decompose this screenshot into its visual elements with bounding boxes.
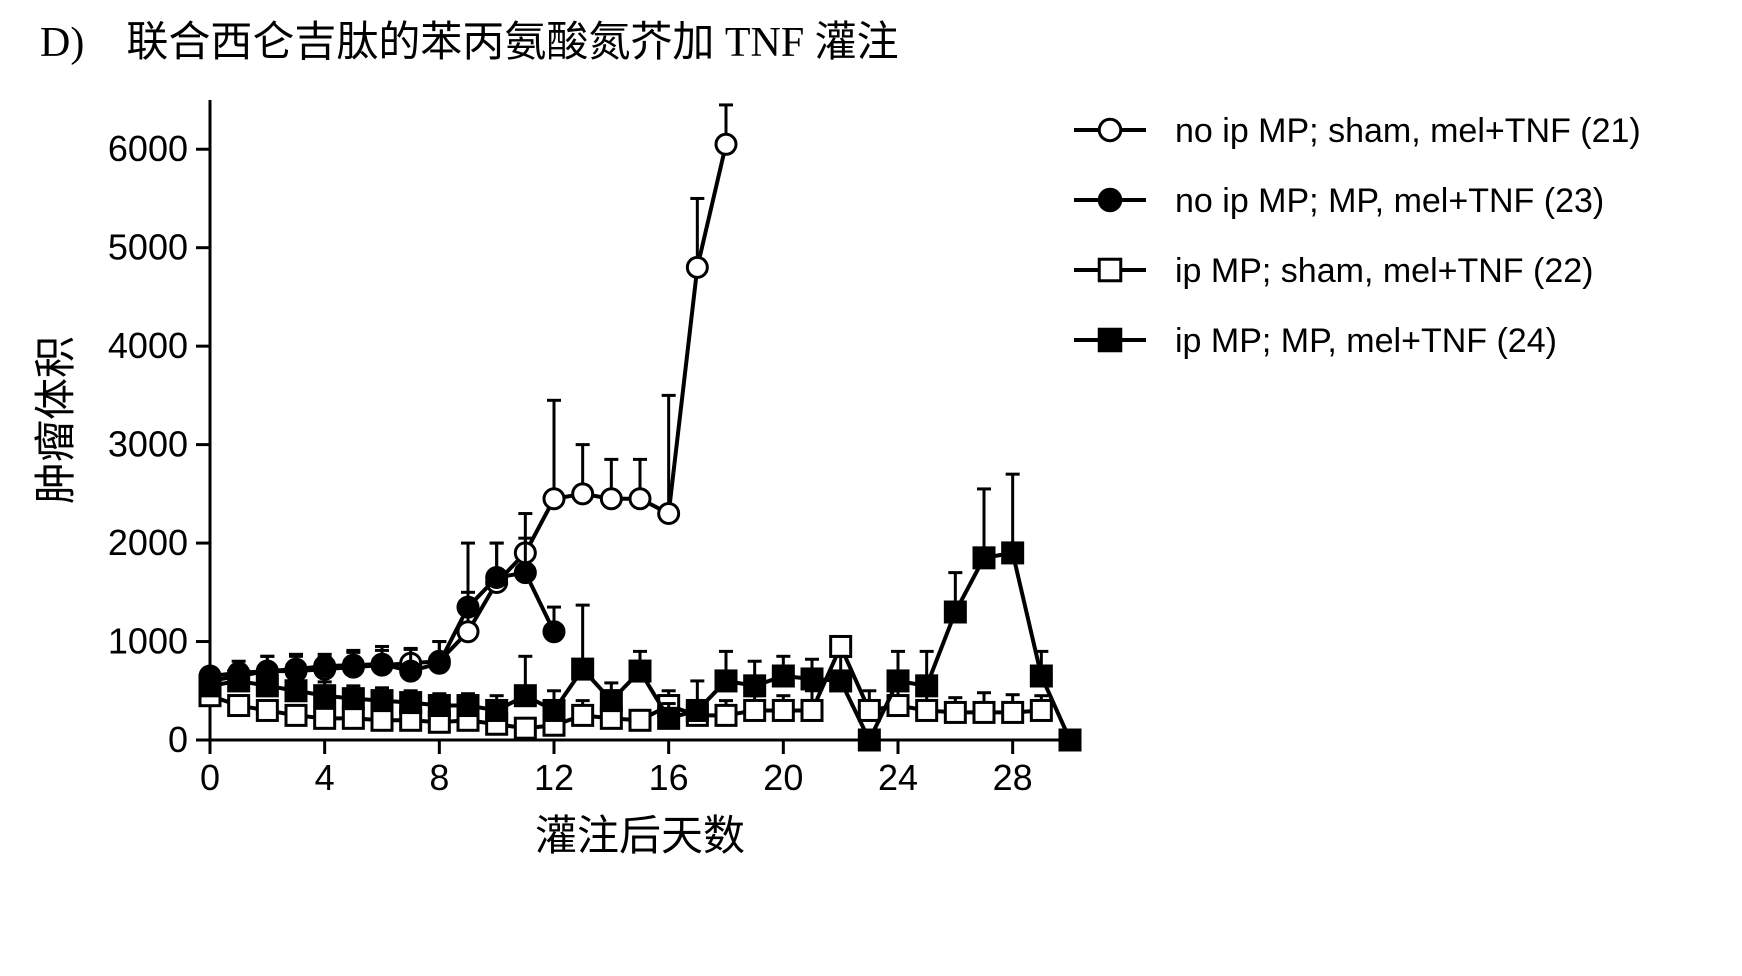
- panel-title-row: D) 联合西仑吉肽的苯丙氨酸氮芥加 TNF 灌注: [40, 8, 899, 69]
- legend-label-s24: ip MP; MP, mel+TNF (24): [1175, 322, 1557, 360]
- svg-text:2000: 2000: [108, 522, 188, 563]
- legend-label-s22: ip MP; sham, mel+TNF (22): [1175, 252, 1593, 290]
- svg-text:1000: 1000: [108, 621, 188, 662]
- legend-label-s21: no ip MP; sham, mel+TNF (21): [1175, 112, 1641, 150]
- svg-text:4000: 4000: [108, 325, 188, 366]
- svg-text:16: 16: [649, 757, 689, 798]
- x-axis-title: 灌注后天数: [535, 813, 745, 860]
- svg-text:5000: 5000: [108, 227, 188, 268]
- y-axis-title: 肿瘤体积: [34, 336, 80, 504]
- svg-text:0: 0: [200, 757, 220, 798]
- panel-letter: D): [40, 20, 84, 66]
- legend-label-s23: no ip MP; MP, mel+TNF (23): [1175, 182, 1604, 220]
- svg-text:4: 4: [315, 757, 335, 798]
- svg-text:0: 0: [168, 719, 188, 760]
- svg-text:3000: 3000: [108, 424, 188, 465]
- svg-text:28: 28: [993, 757, 1033, 798]
- legend-row-s24: ip MP; MP, mel+TNF (24): [1074, 322, 1557, 360]
- legend-row-s23: no ip MP; MP, mel+TNF (23): [1074, 182, 1604, 220]
- series-s23: [200, 538, 564, 686]
- svg-text:6000: 6000: [108, 128, 188, 169]
- svg-text:12: 12: [534, 757, 574, 798]
- svg-text:20: 20: [763, 757, 803, 798]
- svg-text:24: 24: [878, 757, 918, 798]
- tumor-volume-chart: 0 1000 2000 3000 4000 5000 6000 0 4 8 12 16 20 24 28 肿瘤…: [0, 70, 1742, 970]
- legend-row-s22: ip MP; sham, mel+TNF (22): [1074, 252, 1593, 290]
- svg-text:8: 8: [429, 757, 449, 798]
- legend-row-s21: no ip MP; sham, mel+TNF (21): [1074, 112, 1641, 150]
- panel-title-text: 联合西仑吉肽的苯丙氨酸氮芥加 TNF 灌注: [126, 20, 898, 66]
